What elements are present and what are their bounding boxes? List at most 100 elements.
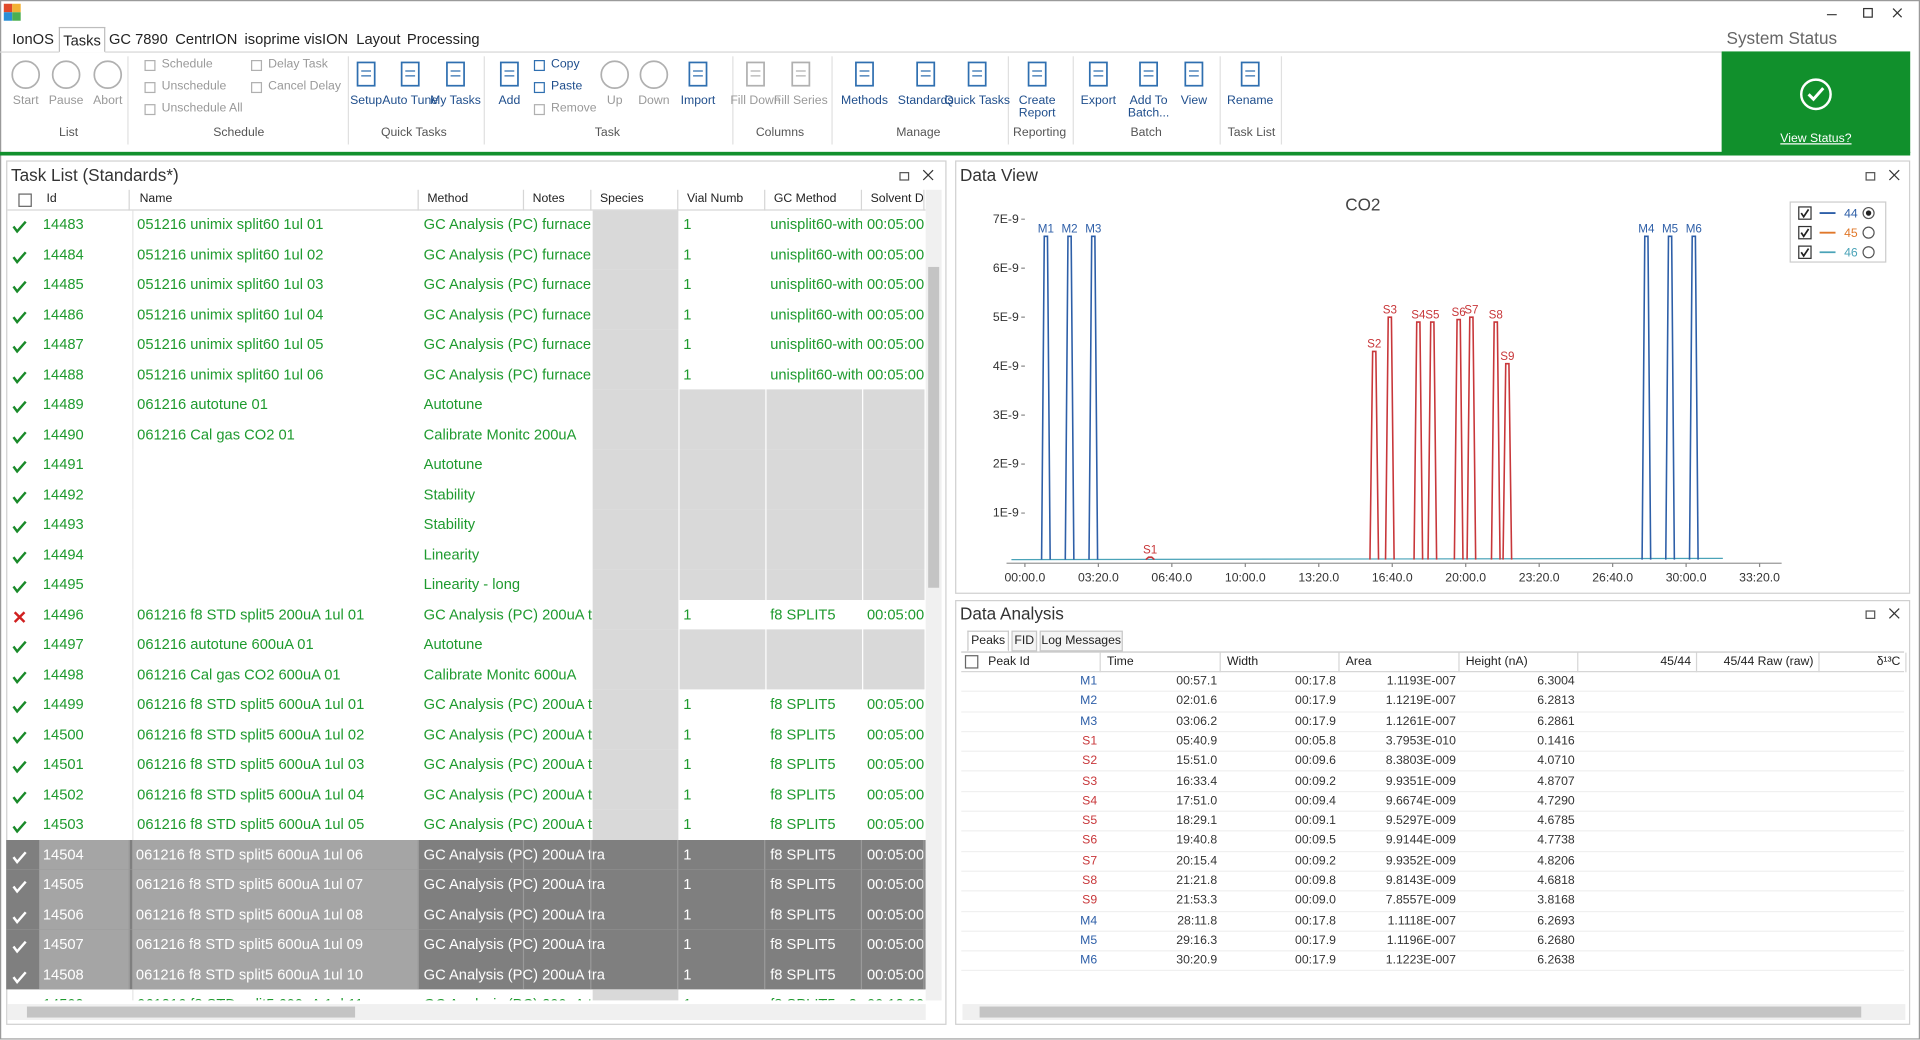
peak-row[interactable]: S921:53.300:09.07.8557E-0093.8168 [961, 892, 1904, 912]
peak-row[interactable]: M630:20.900:17.91.1223E-0076.2638 [961, 952, 1904, 972]
tab[interactable]: GC 7890 [107, 27, 171, 53]
column-header[interactable]: 45/44 Raw (raw) [1698, 653, 1819, 673]
column-chooser[interactable] [965, 655, 978, 668]
task-row[interactable]: 14504061216 f8 STD split5 600uA 1ul 06GC… [6, 839, 926, 869]
task-row[interactable]: 14509061216 f8 STD split5 600uA 1ul 11GC… [6, 989, 926, 1000]
column-header[interactable]: Name [132, 190, 419, 211]
legend-radio[interactable] [1863, 247, 1874, 258]
peak-row[interactable]: M428:11.800:17.81.1118E-0076.2693 [961, 912, 1904, 932]
ribbon-button[interactable]: Methods [830, 96, 899, 108]
task-row[interactable]: 14501061216 f8 STD split5 600uA 1ul 03GC… [6, 749, 926, 779]
column-header[interactable]: Height (nA) [1461, 653, 1579, 673]
peak-row[interactable]: S720:15.400:09.29.9352E-0094.8206 [961, 852, 1904, 872]
ribbon-button[interactable]: Unschedule [162, 80, 227, 93]
legend-checkbox[interactable] [1799, 227, 1811, 239]
tab[interactable]: IonOS [10, 27, 57, 53]
column-header[interactable]: Vial Numb [680, 190, 766, 211]
ribbon-button[interactable]: Cancel Delay [268, 80, 341, 93]
task-row[interactable]: 14490061216 Cal gas CO2 01Calibrate Moni… [6, 419, 926, 449]
column-header[interactable]: Id [39, 190, 130, 211]
peak-row[interactable]: S417:51.000:09.49.6674E-0094.7290 [961, 792, 1904, 812]
tab[interactable]: CentrION [173, 27, 240, 53]
task-row[interactable]: 14485051216 unimix split60 1ul 03GC Anal… [6, 269, 926, 299]
ribbon-button[interactable]: Unschedule All [162, 102, 243, 115]
column-header[interactable]: Species [593, 190, 679, 211]
task-row[interactable]: 14502061216 f8 STD split5 600uA 1ul 04GC… [6, 779, 926, 809]
ribbon-button[interactable]: Create Report [1003, 96, 1072, 119]
task-cell: 14488 [39, 359, 130, 389]
peak-row[interactable]: S105:40.900:05.83.7953E-0100.1416 [961, 732, 1904, 752]
panel-controls[interactable] [1865, 606, 1904, 621]
legend-checkbox[interactable] [1799, 207, 1811, 219]
scrollbar-thumb[interactable] [980, 1007, 1862, 1018]
ribbon-button[interactable]: Quick Tasks [943, 96, 1012, 108]
task-row[interactable]: 14507061216 f8 STD split5 600uA 1ul 09GC… [6, 929, 926, 959]
tab[interactable]: Processing [407, 27, 480, 53]
panel-controls[interactable] [1865, 168, 1904, 183]
peak-row[interactable]: M303:06.200:17.91.1261E-0076.2861 [961, 712, 1904, 732]
tab[interactable]: isoprime visION [242, 27, 350, 53]
column-header[interactable]: Notes [525, 190, 591, 211]
task-row[interactable]: 14506061216 f8 STD split5 600uA 1ul 08GC… [6, 899, 926, 929]
legend-checkbox[interactable] [1799, 246, 1811, 258]
ribbon-button[interactable]: Rename [1216, 96, 1285, 108]
analysis-tab[interactable]: FID [1011, 631, 1037, 652]
column-header[interactable]: Method [420, 190, 524, 211]
task-row[interactable]: 14505061216 f8 STD split5 600uA 1ul 07GC… [6, 869, 926, 899]
ribbon-button[interactable]: Delay Task [268, 58, 328, 71]
scrollbar-thumb[interactable] [27, 1007, 355, 1018]
task-row[interactable]: 14503061216 f8 STD split5 600uA 1ul 05GC… [6, 809, 926, 839]
ribbon-button[interactable]: Fill Series [767, 96, 836, 108]
icon-shape [13, 762, 25, 772]
task-row[interactable]: 14495Linearity - long [6, 569, 926, 599]
column-header[interactable]: Area [1341, 653, 1460, 673]
legend-radio[interactable] [1863, 227, 1874, 238]
ribbon-button[interactable]: Schedule [162, 58, 213, 71]
peak-row[interactable]: S518:29.100:09.19.5297E-0094.6785 [961, 812, 1904, 832]
column-chooser[interactable] [18, 193, 31, 206]
view-status-link[interactable]: View Status? [1722, 132, 1911, 145]
ribbon-button[interactable]: Abort [73, 96, 142, 108]
task-cell [593, 359, 679, 389]
peak-row[interactable]: S619:40.800:09.59.9144E-0094.7738 [961, 832, 1904, 852]
peak-row[interactable]: S821:21.800:09.89.8143E-0094.6818 [961, 872, 1904, 892]
status-icon [12, 399, 27, 414]
ribbon-button[interactable]: Paste [551, 80, 582, 93]
task-row[interactable]: 14498061216 Cal gas CO2 600uA 01Calibrat… [6, 659, 926, 689]
scrollbar-thumb[interactable] [928, 267, 939, 588]
column-header[interactable]: Solvent De [863, 190, 924, 211]
task-row[interactable]: 14508061216 f8 STD split5 600uA 1ul 10GC… [6, 959, 926, 989]
task-row[interactable]: 14483051216 unimix split60 1ul 01GC Anal… [6, 211, 926, 240]
task-row[interactable]: 14489061216 autotune 01Autotune [6, 389, 926, 419]
task-row[interactable]: 14491Autotune [6, 449, 926, 479]
peak-row[interactable]: M202:01.600:17.91.1219E-0076.2813 [961, 692, 1904, 712]
task-row[interactable]: 14494Linearity [6, 539, 926, 569]
column-header[interactable]: GC Method [767, 190, 863, 211]
ribbon-button[interactable]: Copy [551, 58, 580, 71]
tab[interactable]: Layout [353, 27, 404, 53]
task-row[interactable]: 14488051216 unimix split60 1ul 06GC Anal… [6, 359, 926, 389]
task-row[interactable]: 14499061216 f8 STD split5 600uA 1ul 01GC… [6, 689, 926, 719]
column-header[interactable]: Time [1102, 653, 1221, 673]
peak-row[interactable]: S316:33.400:09.29.9351E-0094.8707 [961, 772, 1904, 792]
peak-row[interactable]: M100:57.100:17.81.1193E-0076.3004 [961, 672, 1904, 692]
task-row[interactable]: 14493Stability [6, 509, 926, 539]
panel-controls[interactable] [899, 168, 938, 183]
tab[interactable]: Tasks [59, 27, 106, 53]
column-header[interactable]: Width [1222, 653, 1340, 673]
column-header[interactable]: δ¹³C [1821, 653, 1907, 673]
task-row[interactable]: 14484051216 unimix split60 1ul 02GC Anal… [6, 239, 926, 269]
task-row[interactable]: 14486051216 unimix split60 1ul 04GC Anal… [6, 299, 926, 329]
analysis-tab[interactable]: Peaks [967, 631, 1009, 652]
column-header[interactable]: Peak Id [983, 653, 1101, 673]
task-row[interactable]: 14487051216 unimix split60 1ul 05GC Anal… [6, 329, 926, 359]
analysis-tab[interactable]: Log Messages [1040, 631, 1123, 652]
task-row[interactable]: 14497061216 autotune 600uA 01Autotune [6, 629, 926, 659]
task-row[interactable]: 14500061216 f8 STD split5 600uA 1ul 02GC… [6, 719, 926, 749]
column-header[interactable]: 45/44 [1580, 653, 1698, 673]
task-row[interactable]: 14496061216 f8 STD split5 200uA 1ul 01GC… [6, 599, 926, 629]
peak-row[interactable]: M529:16.300:17.91.1196E-0076.2680 [961, 932, 1904, 952]
peak-row[interactable]: S215:51.000:09.68.3803E-0094.0710 [961, 752, 1904, 772]
task-row[interactable]: 14492Stability [6, 479, 926, 509]
window-controls[interactable] [1824, 5, 1910, 22]
